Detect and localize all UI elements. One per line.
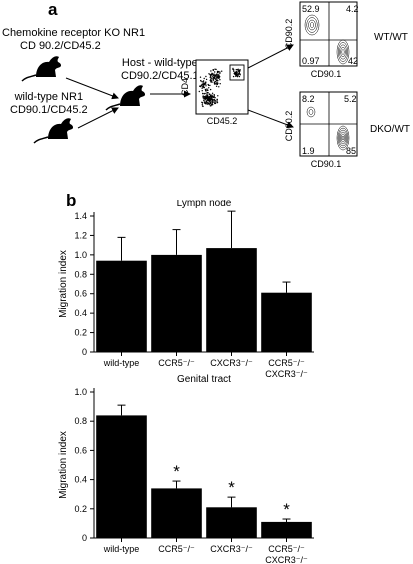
y-tick-label: 1.0 (74, 250, 87, 260)
dko-q-tl: 8.2 (302, 94, 315, 104)
gate-dot-plot: CD4 CD45.2 (180, 59, 249, 126)
x-tick-label: CCR5⁻/⁻ (158, 544, 195, 554)
gate-xlabel: CD45.2 (207, 116, 238, 126)
x-tick-label: CCR5⁻/⁻ CXCR3⁻/⁻ (265, 544, 308, 564)
y-tick-label: 0.2 (74, 328, 87, 338)
bar (96, 260, 147, 352)
panel-b-letter: b (66, 191, 77, 210)
host-mouse-icon (105, 84, 146, 111)
bar-charts: Lymph node 0 0.2 0.4 0.6 0.8 1.0 1.2 1.4 Migratio… (58, 200, 314, 564)
wt-q-bl: 0.97 (302, 56, 320, 66)
wt-mouse-icon (33, 117, 74, 144)
lymph-node-chart: Lymph node 0 0.2 0.4 0.6 0.8 1.0 1.2 1.4 Migratio… (58, 200, 314, 379)
donor-wt-line1: wild-type NR1 (14, 91, 84, 103)
bar (206, 248, 257, 352)
x-tick-label: CCR5⁻/⁻ CXCR3⁻/⁻ (265, 358, 308, 379)
wt-to-host-arrow (77, 107, 119, 129)
y-tick-label: 1.2 (74, 230, 87, 240)
host-line2: CD90.2/CD45.1 (121, 70, 199, 82)
bar (261, 521, 312, 538)
wt-plot-label: WT/WT (374, 32, 408, 43)
y-tick-label: 0.6 (74, 289, 87, 299)
significance-marker: * (283, 500, 290, 519)
panel-a-letter: a (48, 0, 58, 19)
donor-ko-line2: CD 90.2/CD45.2 (20, 40, 101, 52)
y-tick-label: 0.8 (74, 416, 87, 426)
gate-to-dko-plot-arrow (247, 109, 294, 129)
bar (151, 488, 202, 538)
x-tick-label: CCR5⁻/⁻ (158, 358, 195, 368)
y-axis-label: Migration index (58, 250, 69, 318)
x-tick-label: wild-type (103, 358, 140, 368)
dko-q-bl: 1.9 (302, 146, 315, 156)
bar (151, 254, 202, 352)
wt-q-tr: 4.2 (346, 4, 359, 14)
y-tick-label: 0.2 (74, 504, 87, 514)
dko-xlabel: CD90.1 (311, 159, 342, 169)
donor-ko-line1: Chemokine receptor KO NR1 (2, 27, 146, 39)
genital-tract-chart: Genital tract 0 0.2 0.4 0.6 0.8 1.0 Migration i… (58, 374, 314, 564)
gate-ylabel: CD4 (180, 78, 190, 96)
significance-marker: * (173, 462, 180, 481)
y-axis-label: Migration index (58, 431, 69, 499)
y-tick-label: 0.4 (74, 308, 87, 318)
y-tick-label: 0 (82, 533, 87, 543)
chart-title: Genital tract (177, 374, 231, 385)
x-tick-label: CXCR3⁻/⁻ (210, 358, 253, 368)
y-tick-label: 0.4 (74, 475, 87, 485)
panel-a-drawing: CD4 CD45.2 52.9 4.2 0.97 42 CD90.2 CD90.… (21, 1, 410, 169)
wt-xlabel: CD90.1 (311, 69, 342, 79)
wt-q-tl: 52.9 (302, 4, 320, 14)
y-tick-label: 1.4 (74, 211, 87, 221)
y-tick-label: 0.8 (74, 269, 87, 279)
dko-ylabel: CD90.2 (284, 111, 294, 142)
dko-contour-plot: 8.2 5.2 1.9 85 CD90.2 CD90.1 DKO/WT (284, 91, 410, 169)
wt-contour-plot: 52.9 4.2 0.97 42 CD90.2 CD90.1 WT/WT (284, 1, 408, 79)
bar (96, 415, 147, 538)
x-tick-label: wild-type (103, 544, 140, 554)
x-tick-label: CXCR3⁻/⁻ (210, 544, 253, 554)
ko-to-host-arrow (65, 77, 119, 100)
y-tick-label: 0 (82, 347, 87, 357)
significance-marker: * (228, 478, 235, 497)
dko-plot-label: DKO/WT (370, 124, 410, 135)
y-tick-label: 0.6 (74, 445, 87, 455)
wt-ylabel: CD90.2 (284, 19, 294, 50)
y-tick-label: 1.0 (74, 387, 87, 397)
dko-q-br: 85 (346, 146, 356, 156)
donor-wt-line2: CD90.1/CD45.2 (10, 104, 88, 116)
ko-mouse-icon (21, 55, 62, 82)
wt-q-br: 42 (348, 56, 358, 66)
gate-to-wt-plot-arrow (247, 44, 294, 69)
chart-title: Lymph node (177, 200, 232, 209)
dko-q-tr: 5.2 (344, 94, 357, 104)
host-line1: Host - wild-type (121, 57, 198, 69)
donor-wt-label: wild-type NR1 CD90.1/CD45.2 (10, 91, 88, 117)
bar (206, 507, 257, 538)
host-label: Host - wild-type CD90.2/CD45.1 (121, 57, 199, 83)
donor-ko-label: Chemokine receptor KO NR1 CD 90.2/CD45.2 (2, 27, 145, 53)
bar (261, 292, 312, 352)
